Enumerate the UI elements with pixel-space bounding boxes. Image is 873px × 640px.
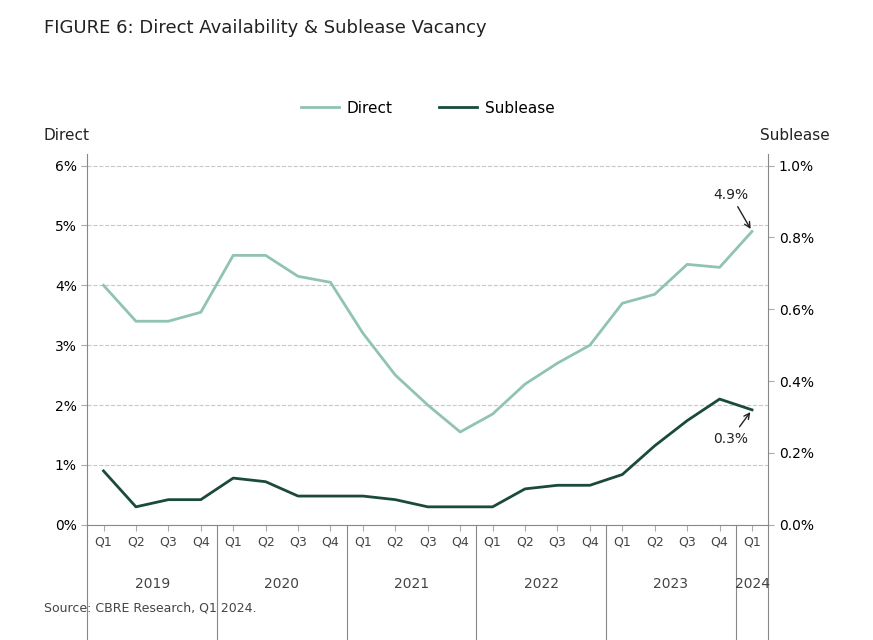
Direct bbox=[487, 410, 498, 418]
Direct bbox=[585, 341, 595, 349]
Sublease bbox=[390, 496, 401, 504]
Sublease bbox=[423, 503, 433, 511]
Direct bbox=[390, 371, 401, 379]
Direct bbox=[746, 228, 757, 236]
Legend: Direct, Sublease: Direct, Sublease bbox=[295, 95, 560, 122]
Direct bbox=[260, 252, 271, 259]
Sublease bbox=[358, 492, 368, 500]
Text: 2021: 2021 bbox=[394, 577, 430, 591]
Text: 0.3%: 0.3% bbox=[713, 413, 749, 446]
Direct bbox=[423, 401, 433, 409]
Direct bbox=[163, 317, 174, 325]
Text: FIGURE 6: Direct Availability & Sublease Vacancy: FIGURE 6: Direct Availability & Sublease… bbox=[44, 19, 486, 37]
Direct bbox=[455, 428, 465, 436]
Text: Direct: Direct bbox=[44, 128, 90, 143]
Sublease bbox=[650, 442, 660, 450]
Sublease bbox=[553, 481, 563, 489]
Sublease bbox=[455, 503, 465, 511]
Text: 4.9%: 4.9% bbox=[713, 188, 750, 228]
Sublease bbox=[292, 492, 303, 500]
Direct bbox=[292, 273, 303, 280]
Direct bbox=[99, 282, 109, 289]
Direct bbox=[358, 330, 368, 337]
Text: 2023: 2023 bbox=[654, 577, 689, 591]
Direct bbox=[682, 260, 692, 268]
Direct bbox=[714, 264, 725, 271]
Text: 2019: 2019 bbox=[134, 577, 169, 591]
Sublease bbox=[228, 474, 238, 482]
Sublease bbox=[131, 503, 141, 511]
Sublease bbox=[746, 406, 757, 413]
Text: 2024: 2024 bbox=[734, 577, 769, 591]
Direct bbox=[196, 308, 206, 316]
Sublease bbox=[487, 503, 498, 511]
Sublease bbox=[196, 496, 206, 504]
Sublease bbox=[682, 417, 692, 424]
Direct bbox=[131, 317, 141, 325]
Text: 2022: 2022 bbox=[524, 577, 559, 591]
Text: Sublease: Sublease bbox=[760, 128, 829, 143]
Direct bbox=[617, 300, 628, 307]
Sublease bbox=[714, 396, 725, 403]
Sublease bbox=[163, 496, 174, 504]
Sublease bbox=[99, 467, 109, 475]
Direct bbox=[650, 291, 660, 298]
Text: 2020: 2020 bbox=[265, 577, 299, 591]
Text: Source: CBRE Research, Q1 2024.: Source: CBRE Research, Q1 2024. bbox=[44, 602, 256, 614]
Direct bbox=[326, 278, 336, 286]
Direct bbox=[553, 359, 563, 367]
Direct bbox=[228, 252, 238, 259]
Sublease bbox=[617, 470, 628, 478]
Sublease bbox=[519, 485, 530, 493]
Sublease bbox=[260, 478, 271, 486]
Direct bbox=[519, 380, 530, 388]
Line: Sublease: Sublease bbox=[104, 399, 752, 507]
Line: Direct: Direct bbox=[104, 232, 752, 432]
Sublease bbox=[326, 492, 336, 500]
Sublease bbox=[585, 481, 595, 489]
